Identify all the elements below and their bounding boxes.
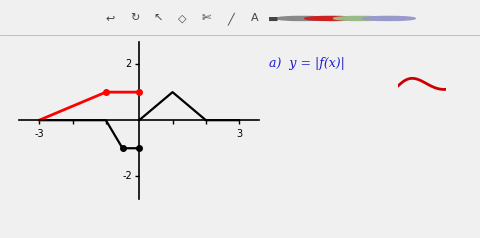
Circle shape <box>305 16 358 20</box>
Text: -2: -2 <box>122 171 132 181</box>
Text: ╱: ╱ <box>227 12 234 25</box>
Text: ↖: ↖ <box>154 13 163 24</box>
Text: a)  y = |f(x)|: a) y = |f(x)| <box>269 57 345 70</box>
Text: -3: -3 <box>35 129 44 139</box>
Text: ✄: ✄ <box>202 13 211 24</box>
Circle shape <box>276 16 329 20</box>
Text: 2: 2 <box>126 59 132 69</box>
Text: ▬: ▬ <box>268 13 279 24</box>
Text: ↻: ↻ <box>130 13 139 24</box>
Text: ↩: ↩ <box>106 13 115 24</box>
Circle shape <box>334 16 386 20</box>
Text: ◇: ◇ <box>178 13 187 24</box>
Circle shape <box>362 16 415 20</box>
Text: A: A <box>251 13 258 24</box>
Bar <box>142 203 242 238</box>
Text: 3: 3 <box>236 129 242 139</box>
